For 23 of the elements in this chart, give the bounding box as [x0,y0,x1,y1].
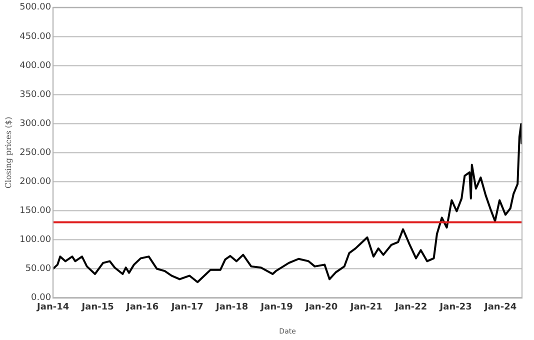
y-tick-label: 200.00 [20,176,52,187]
x-tick-label: Jan-14 [36,302,70,313]
x-tick-label: Jan-24 [484,302,517,313]
y-tick-label: 0.00 [31,293,52,304]
x-tick-label: Jan-21 [349,302,382,313]
y-tick-label: 500.00 [20,2,52,13]
y-tick-label: 400.00 [20,60,52,71]
y-tick-label: 150.00 [20,206,52,216]
y-tick-label: 50.00 [25,264,52,274]
x-tick-label: Jan-18 [215,302,248,313]
y-tick-label: 100.00 [20,235,52,246]
x-tick-label: Jan-22 [394,302,428,313]
x-tick-label: Jan-15 [80,302,114,313]
x-tick-label: Jan-19 [260,302,293,313]
y-tick-label: 250.00 [20,148,52,158]
x-tick-label: Jan-17 [170,302,204,313]
x-tick-label: Jan-20 [304,302,338,313]
x-tick-label: Jan-16 [125,302,159,313]
y-tick-label: 450.00 [20,32,52,42]
y-tick-label: 300.00 [20,118,52,129]
y-axis-title: Closing prices ($) [4,116,13,188]
x-tick-label: Jan-23 [438,302,472,313]
y-tick-label: 350.00 [20,90,52,100]
